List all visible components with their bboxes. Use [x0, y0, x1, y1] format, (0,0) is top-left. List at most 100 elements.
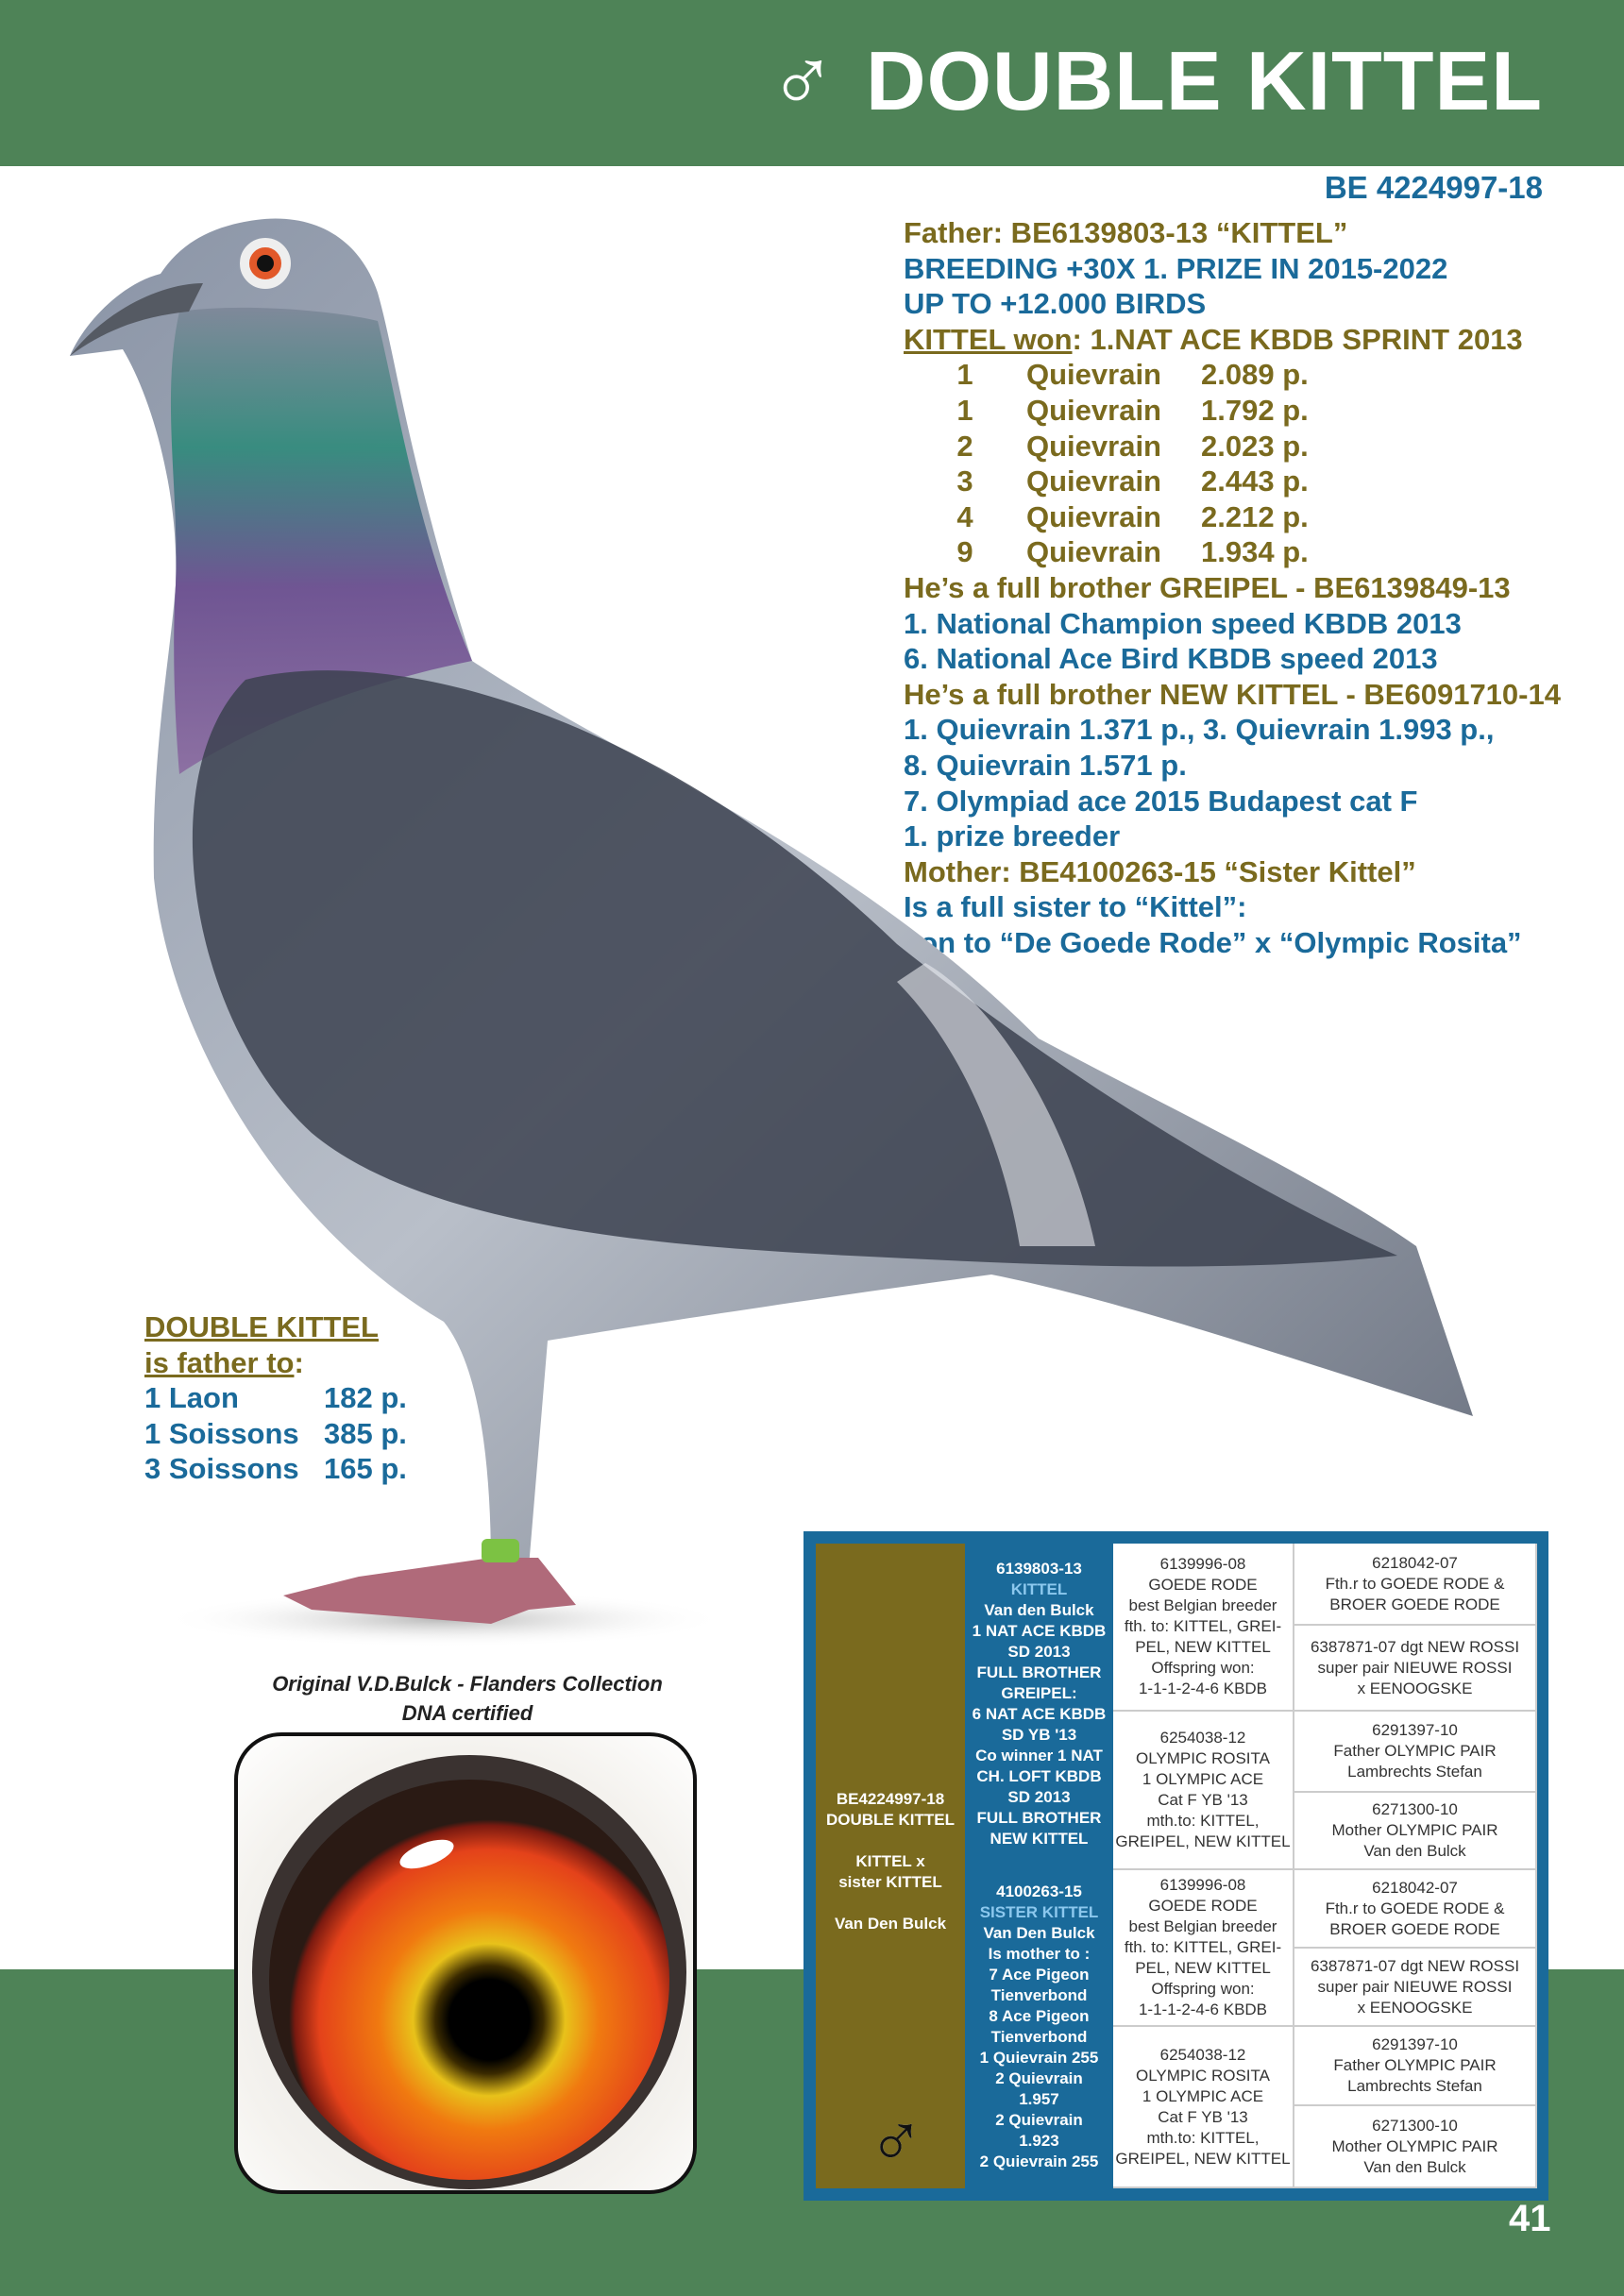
grandparent-line: 1-1-1-2-4-6 KBDB: [1138, 2001, 1268, 2018]
result-birds: 1.792 p.: [1201, 393, 1309, 427]
father-line: Father: BE6139803-13 “KITTEL”: [904, 216, 1348, 249]
ring-number: BE 4224997-18: [1324, 170, 1543, 205]
great-grandparent-cell: 6291397-10 Father OLYMPIC PAIR Lambrechts …: [1294, 1712, 1537, 1793]
great-grandparent-cell: 6218042-07 Fth.r to GOEDE RODE & BROER GOE…: [1294, 1544, 1537, 1626]
dam-line: Tienverbond: [990, 1985, 1088, 2004]
great-grandparent-cell: 6387871-07 dgt NEW ROSSI super pair NIEUW…: [1294, 1626, 1537, 1712]
new-kittel-result-1: 1. Quievrain 1.371 p., 3. Quievrain 1.99…: [904, 713, 1495, 747]
result-place: Quievrain: [1026, 358, 1161, 392]
pigeon-neck: [170, 307, 473, 774]
page-title: ♂ DOUBLE KITTEL: [769, 36, 1543, 127]
new-kittel-result-2: 8. Quievrain 1.571 p.: [904, 748, 1187, 782]
great-grandparent-line: super pair NIEUWE ROSSI: [1317, 1977, 1513, 1996]
great-grandparent-cell: 6271300-10 Mother OLYMPIC PAIR Van den Bul…: [1294, 2106, 1537, 2188]
great-grandparent-cell: 6271300-10 Mother OLYMPIC PAIR Van den Bul…: [1294, 1793, 1537, 1870]
great-grandparent-line: Fth.r to GOEDE RODE &: [1325, 1574, 1505, 1593]
great-grandparent-line: x EENOOGSKE: [1357, 1998, 1473, 2017]
grandparent-line: best Belgian breeder: [1128, 1596, 1277, 1614]
great-grandparent-line: Lambrechts Stefan: [1347, 1763, 1482, 1781]
result-birds: 2.212 p.: [1201, 499, 1309, 533]
pigeon-wing: [192, 670, 1397, 1267]
pedigree-description: Father: BE6139803-13 “KITTEL” BREEDING +…: [904, 215, 1561, 960]
dam-line: 2 Quievrain 255: [979, 2152, 1099, 2170]
grandparent-line: Offspring won:: [1151, 1980, 1255, 1998]
grandparent-line: Cat F YB '13: [1158, 2107, 1248, 2126]
grandparent-line: PEL, NEW KITTEL: [1135, 1638, 1271, 1656]
great-grandparent-line: Mother OLYMPIC PAIR: [1331, 1821, 1498, 1839]
result-place: Quievrain: [1026, 429, 1161, 463]
subject-cross-2: sister KITTEL: [838, 1873, 942, 1891]
subject-breeder: Van Den Bulck: [834, 1915, 947, 1933]
new-kittel-line: He’s a full brother NEW KITTEL - BE60917…: [904, 677, 1561, 711]
result-row: 2 Quievrain 2.023 p.: [904, 429, 1561, 464]
grandparent-line: GOEDE RODE: [1148, 1576, 1258, 1594]
new-kittel-result-3: 7. Olympiad ace 2015 Budapest cat F: [904, 784, 1418, 818]
pigeon-pupil: [257, 255, 274, 272]
sire-line: 1 NAT ACE KBDB: [972, 1622, 1107, 1640]
result-pos: 2: [956, 429, 973, 463]
grandparent-line: 1-1-1-2-4-6 KBDB: [1138, 1680, 1268, 1697]
mother-detail-2: son to “De Goede Rode” x “Olympic Rosita…: [904, 925, 1522, 959]
father-of-colon: :: [294, 1345, 304, 1379]
great-grandparent-line: 6271300-10: [1372, 2116, 1458, 2135]
father-of-subtitle: is father to: [144, 1345, 295, 1379]
male-symbol-icon: ♂: [868, 2099, 924, 2183]
grandparent-line: 6254038-12: [1159, 1729, 1246, 1747]
result-row: 1 Quievrain 2.089 p.: [904, 357, 1561, 393]
new-kittel-result-4: 1. prize breeder: [904, 819, 1121, 853]
great-grandparent-line: 6291397-10: [1372, 2035, 1458, 2053]
dam-cell: 4100263-15 SISTER KITTEL Van Den Bulck Is m…: [965, 1865, 1113, 2188]
result-row: 1 Quievrain 1.792 p.: [904, 393, 1561, 429]
offspring-birds: 165 p.: [324, 1452, 407, 1485]
grandparent-cell: 6254038-12 OLYMPIC ROSITA 1 OLYMPIC ACE Cat…: [1113, 1712, 1294, 1870]
grandparent-line: OLYMPIC ROSITA: [1135, 1749, 1270, 1767]
result-place: Quievrain: [1026, 464, 1161, 498]
result-pos: 1: [956, 358, 973, 392]
won-label: KITTEL won: [904, 322, 1073, 356]
upto-line: UP TO +12.000 BIRDS: [904, 287, 1207, 321]
result-pos: 9: [956, 535, 973, 569]
sire-line: FULL BROTHER: [976, 1663, 1102, 1681]
great-grandparent-line: BROER GOEDE RODE: [1329, 1919, 1500, 1938]
eye-iris: [269, 1780, 669, 2180]
great-grandparent-line: Mother OLYMPIC PAIR: [1331, 2136, 1498, 2155]
offspring-row: 3 Soissons 165 p.: [144, 1451, 407, 1487]
sire-line: SD 2013: [1007, 1788, 1071, 1806]
dam-line: 2 Quievrain: [995, 2068, 1083, 2087]
result-place: Quievrain: [1026, 393, 1161, 427]
won-line: KITTEL won: 1.NAT ACE KBDB SPRINT 2013: [904, 322, 1561, 358]
photo-caption: Original V.D.Bulck - Flanders Collection…: [236, 1669, 699, 1728]
great-grandparent-line: x EENOOGSKE: [1357, 1679, 1473, 1697]
grandparent-cell: 6139996-08 GOEDE RODE best Belgian breeder…: [1113, 1870, 1294, 2027]
grandparent-line: fth. to: KITTEL, GREI-: [1124, 1938, 1282, 1956]
sire-line: 6 NAT ACE KBDB: [972, 1705, 1107, 1723]
sire-line: FULL BROTHER: [976, 1809, 1102, 1827]
grandparent-line: 1 OLYMPIC ACE: [1142, 2086, 1264, 2105]
father-of-block: DOUBLE KITTEL is father to: 1 Laon 182 p.…: [144, 1309, 407, 1487]
great-grandparent-line: 6387871-07 dgt NEW ROSSI: [1310, 1637, 1520, 1656]
grandparent-line: OLYMPIC ROSITA: [1135, 2066, 1270, 2085]
dam-line: 8 Ace Pigeon: [989, 2006, 1090, 2025]
mother-line: Mother: BE4100263-15 “Sister Kittel”: [904, 854, 1416, 888]
great-grandparent-line: Father OLYMPIC PAIR: [1333, 1742, 1497, 1760]
grandparent-line: 6254038-12: [1159, 2045, 1246, 2064]
subject-cell: BE4224997-18 DOUBLE KITTEL KITTEL x sist…: [816, 1544, 965, 2188]
sire-line: Co winner 1 NAT: [975, 1747, 1103, 1764]
subject-cross-1: KITTEL x: [855, 1852, 925, 1870]
sire-line: CH. LOFT KBDB: [976, 1767, 1102, 1785]
grandparent-line: Cat F YB '13: [1158, 1791, 1248, 1809]
grandparent-line: 1 OLYMPIC ACE: [1142, 1770, 1264, 1788]
great-grandparent-line: 6271300-10: [1372, 1800, 1458, 1818]
bird-name: DOUBLE KITTEL: [866, 34, 1543, 127]
result-place: Quievrain: [1026, 499, 1161, 533]
subject-name: DOUBLE KITTEL: [826, 1811, 955, 1829]
sire-line: Van den Bulck: [984, 1601, 1094, 1619]
grandparent-line: 6139996-08: [1159, 1876, 1246, 1894]
grandparent-cell: 6139996-08 GOEDE RODE best Belgian breeder…: [1113, 1544, 1294, 1712]
grandparent-line: GOEDE RODE: [1148, 1897, 1258, 1915]
result-pos: 3: [956, 464, 973, 498]
dam-line: 1 Quievrain 255: [979, 2048, 1099, 2067]
sire-line: SD 2013: [1007, 1643, 1071, 1661]
offspring-birds: 385 p.: [324, 1416, 407, 1450]
